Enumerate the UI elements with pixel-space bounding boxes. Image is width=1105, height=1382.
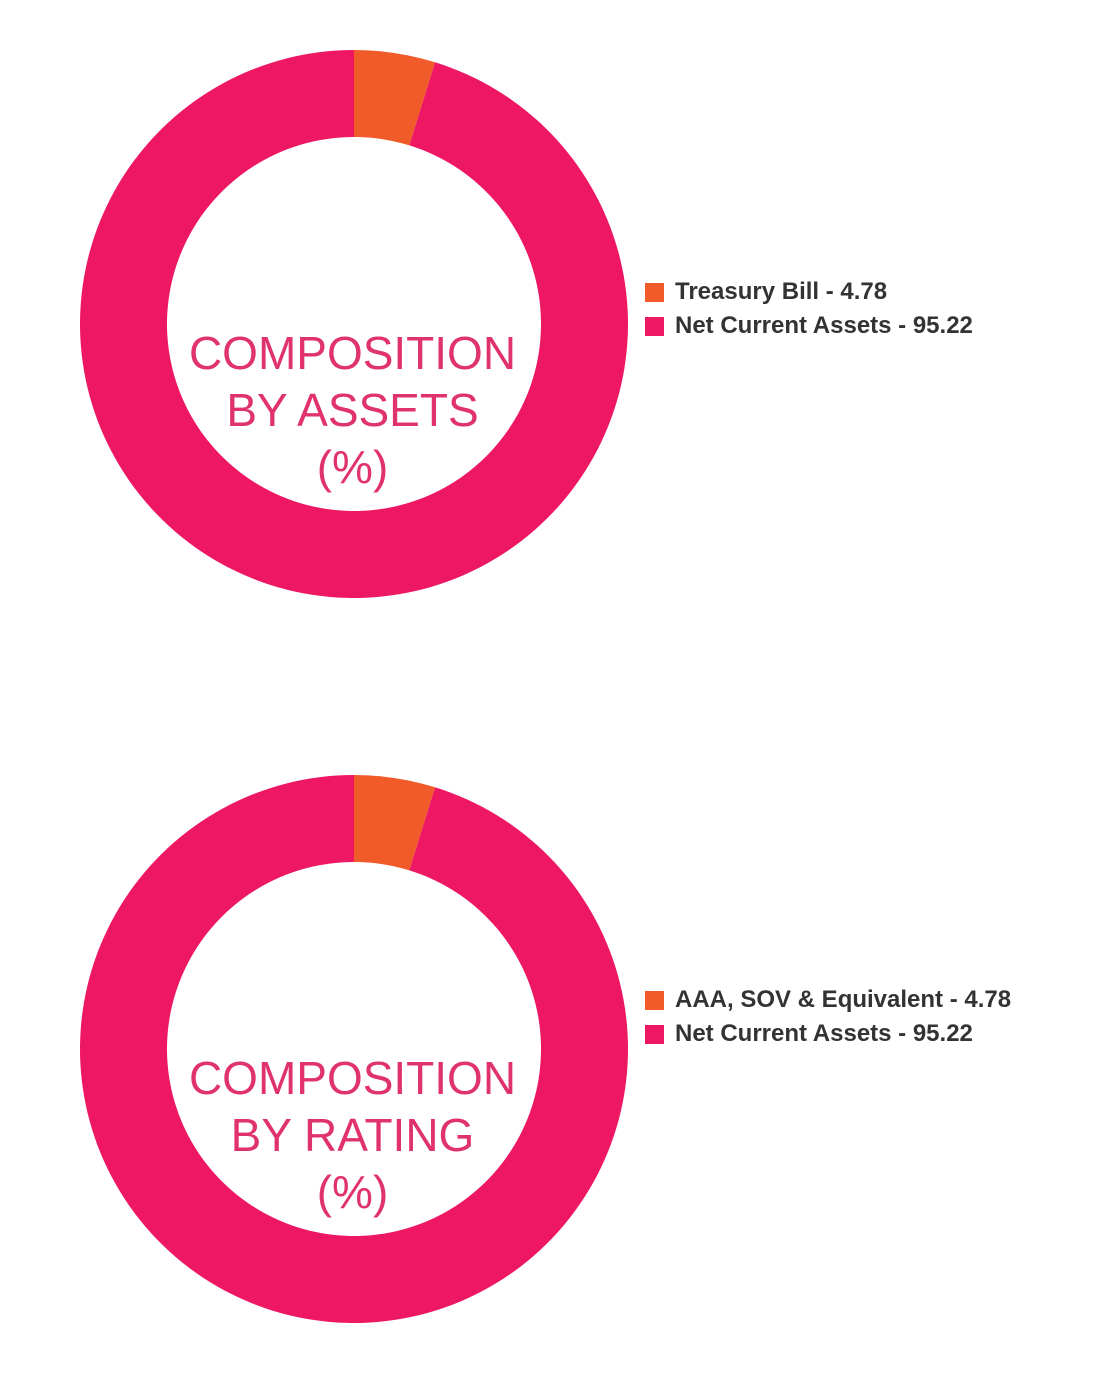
legend-swatch [645,317,664,336]
composition-by-assets-chart: COMPOSITION BY ASSETS (%) Treasury Bill … [0,40,1105,600]
legend-swatch [645,1025,664,1044]
legend-item-net-current-assets: Net Current Assets - 95.22 [645,1017,1020,1051]
center-title-line: BY RATING [230,1109,475,1161]
legend-item-aaa-sov-equivalent: AAA, SOV & Equivalent - 4.78 [645,983,1020,1017]
legend-item-net-current-assets: Net Current Assets - 95.22 [645,309,1020,343]
legend-swatch [645,991,664,1010]
legend-label: AAA, SOV & Equivalent - 4.78 [675,986,1012,1013]
center-title-line: COMPOSITION [188,1052,517,1104]
legend-rating: AAA, SOV & Equivalent - 4.78 Net Current… [645,983,1065,1051]
legend-assets: Treasury Bill - 4.78 Net Current Assets … [645,275,1065,343]
legend-item-treasury-bill: Treasury Bill - 4.78 [645,275,1020,309]
center-title-assets: COMPOSITION BY ASSETS (%) [165,325,540,496]
donut-assets [79,49,629,598]
donut-slice-1 [79,775,629,1323]
legend-label: Net Current Assets - 95.22 [675,1020,973,1047]
donut-slice-0 [354,50,436,146]
composition-by-rating-chart: COMPOSITION BY RATING (%) AAA, SOV & Equ… [0,765,1105,1325]
center-title-line: COMPOSITION [188,327,517,379]
center-title-line: (%) [316,1166,389,1218]
legend-label: Net Current Assets - 95.22 [675,312,973,339]
donut-rating [79,775,629,1323]
center-title-rating: COMPOSITION BY RATING (%) [165,1050,540,1221]
center-title-line: (%) [316,441,389,493]
legend-swatch [645,283,664,302]
donut-slice-1 [79,49,629,598]
center-title-line: BY ASSETS [226,384,479,436]
legend-label: Treasury Bill - 4.78 [675,278,888,305]
donut-slice-0 [354,775,436,871]
